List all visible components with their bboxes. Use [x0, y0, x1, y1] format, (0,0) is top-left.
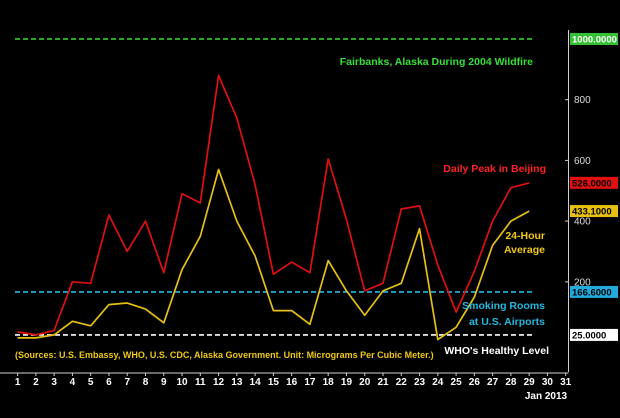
value-tag-label: 433.1000 — [572, 207, 612, 218]
sources-note: (Sources: U.S. Embassy, WHO, U.S. CDC, A… — [15, 350, 434, 360]
x-tick-label: 3 — [51, 377, 57, 388]
value-tag: 25.0000 — [570, 328, 618, 341]
x-tick-label: 18 — [323, 377, 335, 388]
x-tick-label: 15 — [268, 377, 280, 388]
annotation-beijing-peak: Daily Peak in Beijing — [443, 163, 546, 175]
x-tick-label: 10 — [176, 377, 188, 388]
x-tick-label: 6 — [106, 377, 112, 388]
x-tick-label: 27 — [487, 377, 499, 388]
x-tick-label: 29 — [524, 377, 536, 388]
y-tick-label: 400 — [574, 217, 591, 228]
x-tick-label: 25 — [451, 377, 463, 388]
value-tag-bg — [570, 328, 618, 341]
annotation-average-line1: 24-Hour — [505, 230, 545, 242]
annotation-average-line2: Average — [504, 244, 545, 256]
series-line — [17, 74, 530, 336]
value-tag: 1000.0000 — [570, 33, 618, 46]
value-tag-label: 25.0000 — [572, 330, 606, 341]
annotations: Fairbanks, Alaska During 2004 Wildfire D… — [15, 56, 549, 360]
annotation-smoking-line2: at U.S. Airports — [469, 316, 545, 328]
x-tick-label: 17 — [304, 377, 316, 388]
x-tick-label: 2 — [33, 377, 39, 388]
x-tick-label: 8 — [143, 377, 149, 388]
x-tick-label: 14 — [250, 377, 262, 388]
x-tick-label: 4 — [70, 377, 76, 388]
x-tick-label: 19 — [341, 377, 353, 388]
annotation-smoking-line1: Smoking Rooms — [462, 300, 545, 312]
value-tag: 526.0000 — [570, 176, 618, 189]
x-tick-label: 16 — [286, 377, 298, 388]
value-tag: 433.1000 — [570, 205, 618, 218]
x-tick-label: 9 — [161, 377, 167, 388]
x-tick-label: 20 — [359, 377, 371, 388]
x-tick-label: 24 — [432, 377, 444, 388]
x-tick-label: 13 — [231, 377, 243, 388]
x-tick-label: 1 — [15, 377, 21, 388]
y-tick-label: 800 — [574, 95, 591, 106]
y-tick-label: 600 — [574, 156, 591, 167]
x-tick-label: 7 — [124, 377, 130, 388]
axes: 200 400 600 800 — [565, 30, 591, 372]
value-tag: 166.6000 — [570, 285, 618, 298]
series-line — [17, 168, 530, 341]
value-tag-bg — [570, 33, 618, 45]
value-tag-bg — [570, 176, 618, 189]
x-tick-label: 28 — [505, 377, 517, 388]
annotation-fairbanks: Fairbanks, Alaska During 2004 Wildfire — [340, 56, 533, 68]
series-layer — [17, 74, 530, 341]
x-tick-label: 31 — [560, 377, 572, 388]
x-tick-label: 22 — [396, 377, 408, 388]
x-axis-unit-label: Jan 2013 — [525, 391, 568, 402]
annotation-who: WHO's Healthy Level — [444, 345, 549, 357]
x-tick-label: 30 — [542, 377, 554, 388]
x-tick-label: 21 — [377, 377, 389, 388]
x-tick-label: 23 — [414, 377, 426, 388]
x-tick-label: 12 — [213, 377, 225, 388]
x-tick-label: 26 — [469, 377, 481, 388]
y-tick-label: 200 — [574, 277, 591, 288]
value-tags: 526.0000 433.1000 1000.0000 166.6000 25.0000 — [570, 33, 618, 341]
value-tag-label: 526.0000 — [572, 178, 612, 189]
value-tag-label: 166.6000 — [572, 287, 612, 298]
value-tag-bg — [570, 285, 618, 298]
value-tag-label: 1000.0000 — [572, 35, 617, 46]
x-tick-label: 5 — [88, 377, 94, 388]
x-tick-label: 11 — [195, 377, 206, 388]
reference-lines — [15, 38, 532, 336]
value-tag-bg — [570, 205, 618, 218]
x-axis: 1 2 3 4 5 6 7 8 9 10 11 12 13 14 15 16 17 18 19 20 21 22 23 24 2… — [0, 372, 572, 402]
